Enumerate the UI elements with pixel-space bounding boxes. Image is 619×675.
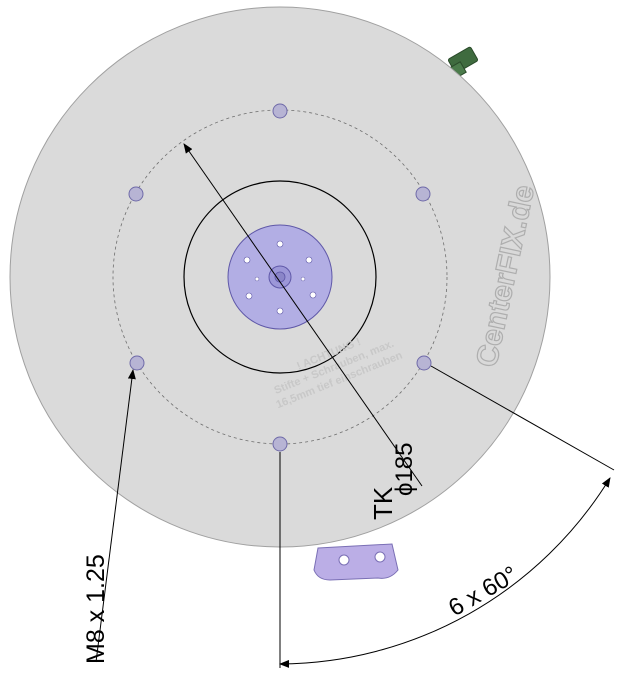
bolt-hole bbox=[128, 186, 144, 202]
pitch-diameter-dimension-line bbox=[183, 143, 423, 487]
bolt-holes bbox=[128, 103, 432, 452]
connector-plug bbox=[447, 46, 479, 79]
bolt-hole bbox=[415, 186, 431, 202]
center-hub bbox=[227, 224, 333, 330]
angle-label: 6 x 60° bbox=[444, 561, 522, 622]
bolt-hole bbox=[416, 355, 432, 371]
thread-label: M8 x 1.25 bbox=[82, 554, 110, 664]
angle-dimension bbox=[279, 365, 615, 668]
thread-leader-line bbox=[95, 369, 136, 663]
mounting-bracket bbox=[313, 543, 399, 581]
pitch-diameter-value: ϕ185 bbox=[391, 443, 418, 496]
bolt-hole bbox=[272, 436, 288, 452]
inner-ring bbox=[183, 180, 377, 374]
bolt-hole bbox=[129, 355, 145, 371]
bolt-hole bbox=[272, 103, 288, 119]
